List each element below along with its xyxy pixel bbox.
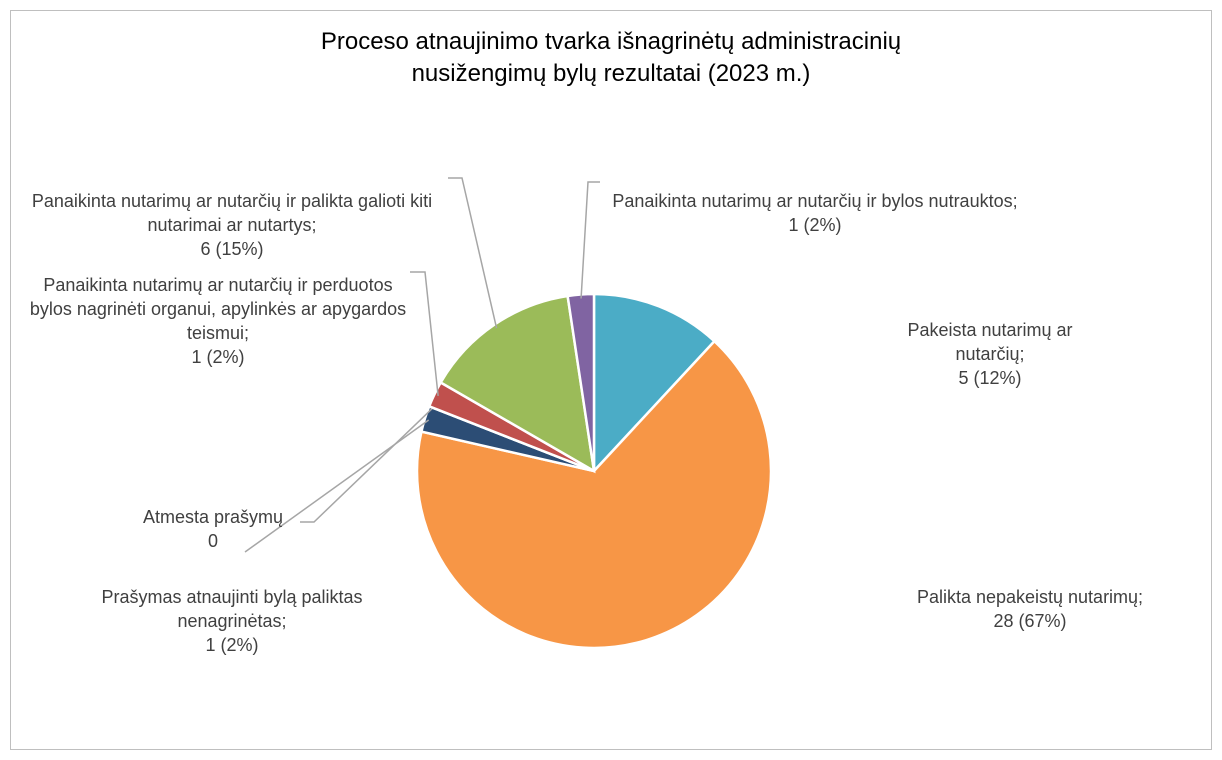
value-label: 0 — [207, 531, 218, 551]
label-box: Palikta nepakeistų nutarimų; 28 (67%) — [870, 585, 1190, 633]
data-label: Prašymas atnaujinti bylą paliktas nenagr… — [62, 585, 402, 657]
data-label: Panaikinta nutarimų ar nutarčių ir bylos… — [605, 189, 1025, 237]
leader-line — [448, 177, 498, 329]
data-label: Palikta nepakeistų nutarimų; 28 (67%) — [870, 585, 1190, 633]
value-label: 28 (67%) — [993, 611, 1067, 631]
category-label: Panaikinta nutarimų ar nutarčių ir palik… — [31, 191, 433, 235]
label-box: Panaikinta nutarimų ar nutarčių ir palik… — [22, 189, 442, 261]
label-box: Panaikinta nutarimų ar nutarčių ir perdu… — [28, 273, 408, 369]
leader-line — [410, 271, 439, 397]
pie-slice — [439, 294, 596, 474]
value-label: 5 (12%) — [958, 368, 1022, 388]
pie-slice — [415, 339, 773, 650]
label-box: Atmesta prašymų 0 — [113, 505, 313, 553]
leader-line — [580, 181, 600, 299]
data-label: Panaikinta nutarimų ar nutarčių ir palik… — [22, 189, 442, 261]
value-label: 6 (15%) — [200, 239, 264, 259]
title-box: Proceso atnaujinimo tvarka išnagrinėtų a… — [320, 28, 902, 87]
value-label: 1 (2%) — [205, 635, 259, 655]
category-label: Panaikinta nutarimų ar nutarčių ir perdu… — [29, 275, 407, 343]
category-label: Palikta nepakeistų nutarimų; — [916, 587, 1144, 607]
chart-title: Proceso atnaujinimo tvarka išnagrinėtų a… — [320, 28, 902, 87]
category-label: Prašymas atnaujinti bylą paliktas nenagr… — [101, 587, 363, 631]
data-label: Pakeista nutarimų ar nutarčių; 5 (12%) — [890, 318, 1090, 390]
category-label: Pakeista nutarimų ar nutarčių; — [907, 320, 1073, 364]
leader-line — [300, 407, 434, 523]
label-box: Pakeista nutarimų ar nutarčių; 5 (12%) — [890, 318, 1090, 390]
category-label: Atmesta prašymų — [142, 507, 284, 527]
label-box: Panaikinta nutarimų ar nutarčių ir bylos… — [605, 189, 1025, 237]
value-label: 1 (2%) — [191, 347, 245, 367]
data-label: Atmesta prašymų 0 — [113, 505, 313, 553]
label-box: Prašymas atnaujinti bylą paliktas nenagr… — [62, 585, 402, 657]
value-label: 1 (2%) — [788, 215, 842, 235]
category-label: Panaikinta nutarimų ar nutarčių ir bylos… — [612, 191, 1018, 211]
data-label: Panaikinta nutarimų ar nutarčių ir perdu… — [28, 273, 408, 369]
pie-slice — [592, 292, 717, 475]
